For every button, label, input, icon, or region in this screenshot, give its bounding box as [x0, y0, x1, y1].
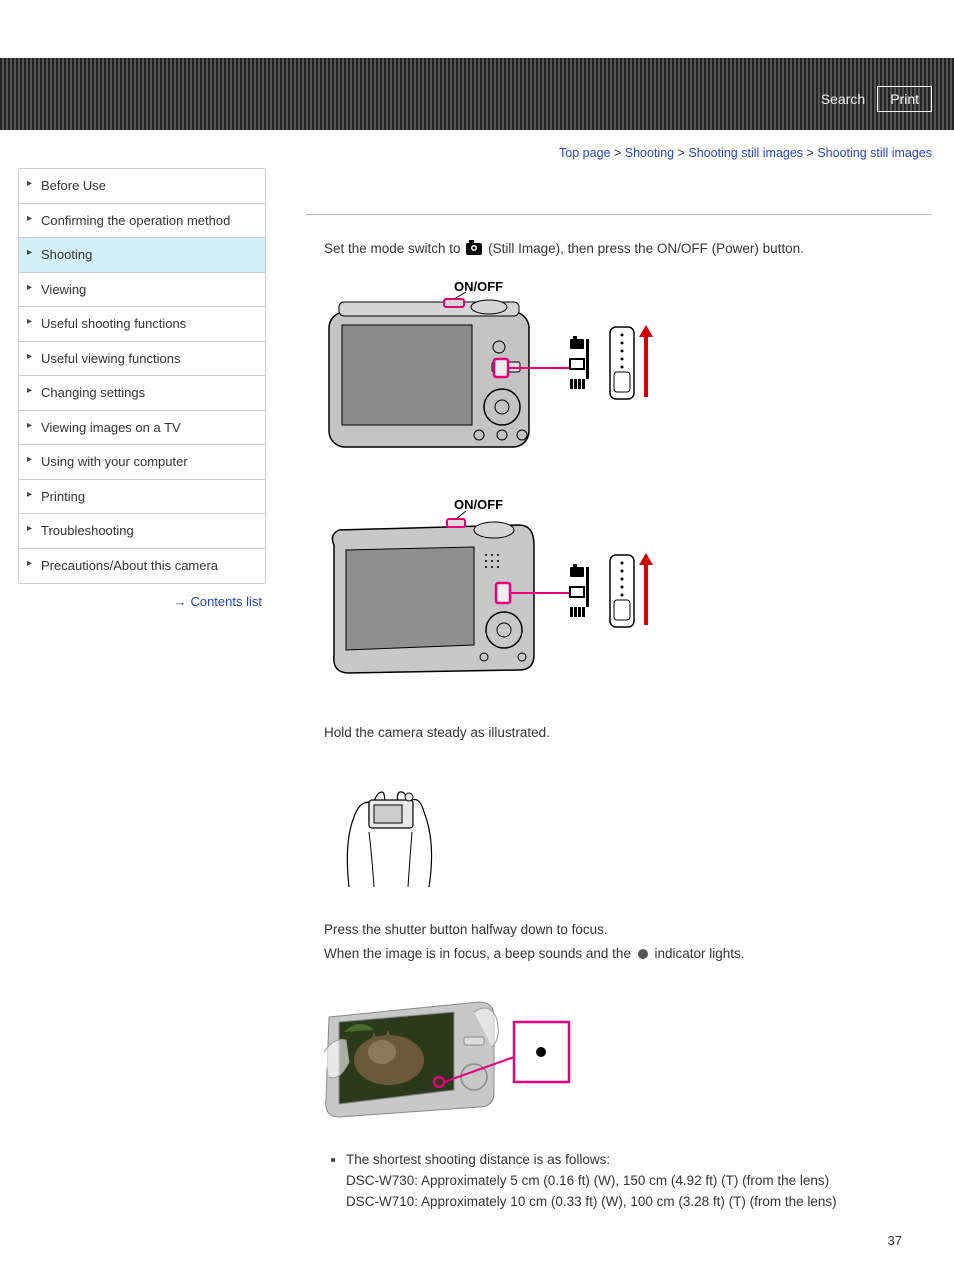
breadcrumb-sep: > — [614, 146, 621, 160]
contents-list-link[interactable]: →Contents list — [18, 584, 266, 609]
sidebar-item-troubleshooting[interactable]: Troubleshooting — [19, 514, 265, 549]
sidebar-item-shooting[interactable]: Shooting — [19, 238, 265, 273]
sidebar-item-changing-settings[interactable]: Changing settings — [19, 376, 265, 411]
instruction-step-3b: When the image is in focus, a beep sound… — [324, 944, 932, 964]
search-link[interactable]: Search — [821, 91, 865, 107]
arrow-icon: → — [173, 594, 186, 609]
sidebar-item-viewing[interactable]: Viewing — [19, 273, 265, 308]
sidebar-item-useful-shooting[interactable]: Useful shooting functions — [19, 307, 265, 342]
focus-dot-icon — [638, 949, 648, 959]
svg-text:ON/OFF: ON/OFF — [454, 497, 503, 512]
figure-camera-back-1: ON/OFF — [324, 277, 932, 467]
sidebar-item-useful-viewing[interactable]: Useful viewing functions — [19, 342, 265, 377]
instruction-step-1: Set the mode switch to (Still Image), th… — [324, 239, 932, 259]
breadcrumb-link[interactable]: Top page — [559, 146, 610, 160]
page-number: 37 — [306, 1233, 932, 1248]
breadcrumb-current: Shooting still images — [817, 146, 932, 160]
figure-focus-indicator — [324, 982, 932, 1122]
sidebar-item-computer[interactable]: Using with your computer — [19, 445, 265, 480]
shortest-distance-list: The shortest shooting distance is as fol… — [346, 1150, 932, 1213]
divider — [306, 214, 932, 215]
breadcrumb-sep: > — [678, 146, 685, 160]
instruction-step-2: Hold the camera steady as illustrated. — [324, 723, 932, 743]
breadcrumb: Top page > Shooting > Shooting still ima… — [0, 130, 954, 160]
instruction-step-3: Press the shutter button halfway down to… — [324, 920, 932, 940]
main-content: Set the mode switch to (Still Image), th… — [306, 168, 932, 1248]
sidebar-item-confirming[interactable]: Confirming the operation method — [19, 204, 265, 239]
header-bar: Search Print — [0, 58, 954, 130]
figure-camera-back-2: ON/OFF — [324, 495, 932, 695]
print-button[interactable]: Print — [877, 86, 932, 112]
onoff-label: ON/OFF — [454, 279, 503, 294]
camera-mode-icon — [466, 243, 482, 255]
breadcrumb-link[interactable]: Shooting still images — [688, 146, 803, 160]
sidebar: Before Use Confirming the operation meth… — [18, 168, 266, 1248]
breadcrumb-link[interactable]: Shooting — [625, 146, 674, 160]
sidebar-item-before-use[interactable]: Before Use — [19, 169, 265, 204]
breadcrumb-sep: > — [807, 146, 814, 160]
sidebar-list: Before Use Confirming the operation meth… — [18, 168, 266, 584]
sidebar-item-printing[interactable]: Printing — [19, 480, 265, 515]
list-item: The shortest shooting distance is as fol… — [346, 1150, 932, 1213]
sidebar-item-tv[interactable]: Viewing images on a TV — [19, 411, 265, 446]
sidebar-item-precautions[interactable]: Precautions/About this camera — [19, 549, 265, 583]
figure-hold-steady — [324, 762, 932, 892]
